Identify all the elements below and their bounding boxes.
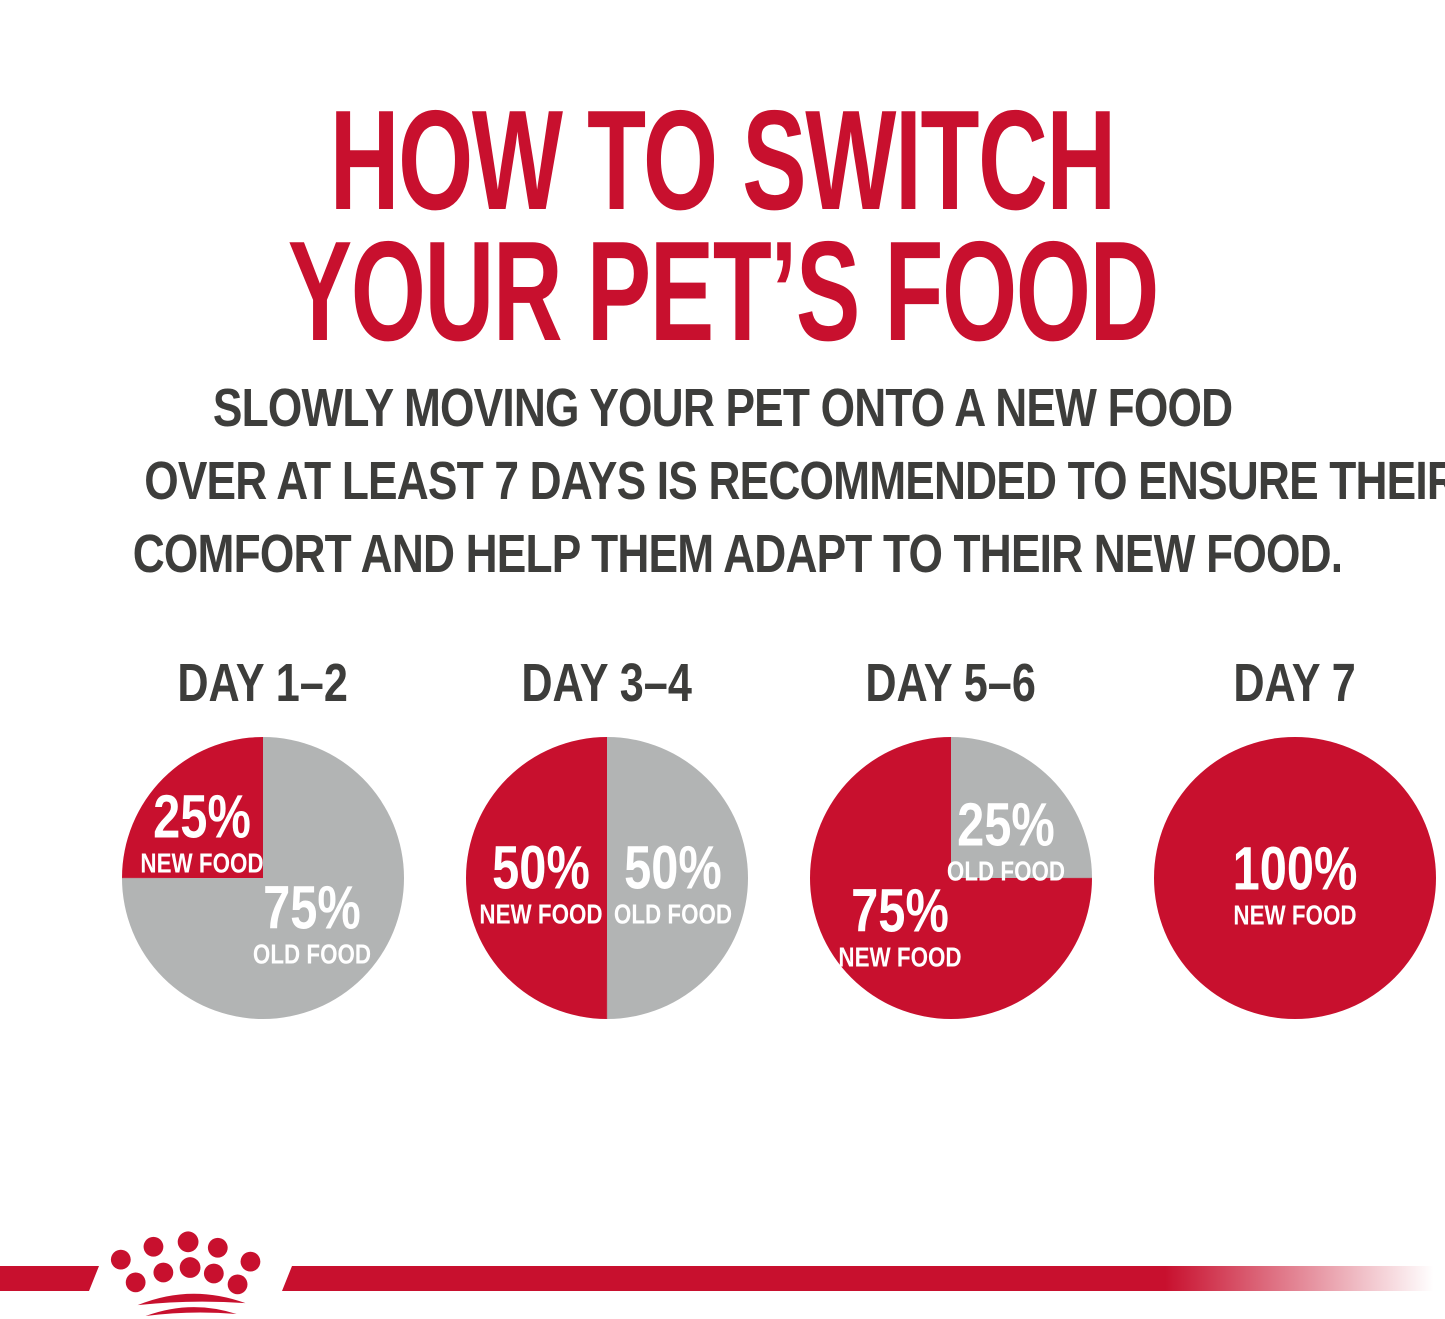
subtitle-line-1: SLOWLY MOVING YOUR PET ONTO A NEW FOOD <box>212 378 1233 438</box>
subtitle: SLOWLY MOVING YOUR PET ONTO A NEW FOOD O… <box>0 372 1445 591</box>
day-label: DAY 3–4 <box>521 653 693 713</box>
chart-column-day-3-4: DAY 3–4 50% NEW FOOD 50% OLD FOOD <box>466 655 748 1019</box>
percent-value: 75% <box>851 876 949 945</box>
chart-column-day-5-6: DAY 5–6 25% OLD FOOD 75% NEW FOOD <box>810 655 1092 1019</box>
pie-slice-label-old-food: 50% OLD FOOD <box>599 833 747 930</box>
percent-value: 25% <box>957 790 1055 859</box>
percent-value: 75% <box>263 873 361 942</box>
pie-slice-label-new-food: 50% NEW FOOD <box>464 833 618 930</box>
pie-slice-label-new-food: 75% NEW FOOD <box>823 876 977 973</box>
pie-slice-label-new-food: 100% NEW FOOD <box>1217 834 1373 931</box>
slice-name: OLD FOOD <box>613 898 733 930</box>
day-label: DAY 1–2 <box>177 653 349 713</box>
slice-name: NEW FOOD <box>140 847 264 879</box>
footer-bar-right <box>282 1266 1445 1291</box>
pie-chart-day-3-4: 50% NEW FOOD 50% OLD FOOD <box>466 737 748 1019</box>
percent-value: 50% <box>492 833 590 902</box>
subtitle-line-2: OVER AT LEAST 7 DAYS IS RECOMMENDED TO E… <box>144 451 1445 511</box>
pie-slice-label-old-food: 75% OLD FOOD <box>238 873 386 970</box>
pie-slice-label-old-food: 25% OLD FOOD <box>932 790 1080 887</box>
title-line-2: YOUR PET’S FOOD <box>287 212 1159 372</box>
slice-name: NEW FOOD <box>1233 899 1357 931</box>
chart-column-day-1-2: DAY 1–2 25% NEW FOOD 75% OLD FOOD <box>122 655 404 1019</box>
pie-chart-day-1-2: 25% NEW FOOD 75% OLD FOOD <box>122 737 404 1019</box>
percent-value: 100% <box>1232 834 1358 903</box>
pie-slice-label-new-food: 25% NEW FOOD <box>125 782 279 879</box>
percent-value: 25% <box>153 782 251 851</box>
pie-charts-row: DAY 1–2 25% NEW FOOD 75% OLD FOOD DAY 3–… <box>0 655 1445 1019</box>
title-line-1: HOW TO SWITCH <box>329 81 1116 241</box>
slice-name: NEW FOOD <box>479 898 603 930</box>
subtitle-line-3: COMFORT AND HELP THEM ADAPT TO THEIR NEW… <box>132 524 1343 584</box>
crown-svg <box>110 1231 261 1317</box>
chart-column-day-7: DAY 7 100% NEW FOOD <box>1154 655 1436 1019</box>
royal-canin-crown-icon <box>95 1224 300 1319</box>
day-label: DAY 5–6 <box>865 653 1037 713</box>
pie-chart-day-5-6: 25% OLD FOOD 75% NEW FOOD <box>810 737 1092 1019</box>
slice-name: NEW FOOD <box>838 941 962 973</box>
footer-bar-left <box>0 1266 99 1291</box>
pie-chart-day-7: 100% NEW FOOD <box>1154 737 1436 1019</box>
page-title: HOW TO SWITCH YOUR PET’S FOOD <box>0 81 1445 372</box>
percent-value: 50% <box>624 833 722 902</box>
slice-name: OLD FOOD <box>946 855 1066 887</box>
slice-name: OLD FOOD <box>252 938 372 970</box>
day-label: DAY 7 <box>1233 653 1357 713</box>
